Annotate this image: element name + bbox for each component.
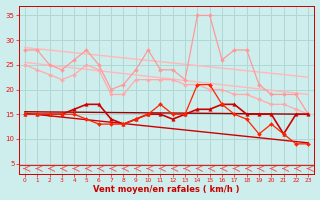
X-axis label: Vent moyen/en rafales ( km/h ): Vent moyen/en rafales ( km/h ) [93, 185, 240, 194]
